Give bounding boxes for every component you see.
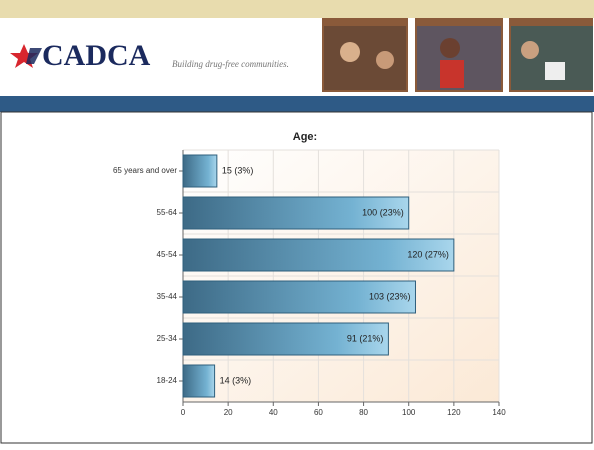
top-band xyxy=(0,0,594,18)
logo-text: CADCA xyxy=(42,39,151,72)
x-tick-label: 0 xyxy=(181,408,186,417)
value-label: 120 (27%) xyxy=(407,249,449,259)
value-label: 91 (21%) xyxy=(347,333,384,343)
slide: CADCA Building drug-free communities. Ag… xyxy=(0,0,594,445)
tagline: Building drug-free communities. xyxy=(172,59,289,69)
value-label: 14 (3%) xyxy=(220,375,252,385)
value-label: 15 (3%) xyxy=(222,165,254,175)
chart-title: Age: xyxy=(293,131,317,143)
y-tick-label: 18-24 xyxy=(157,376,178,385)
photos xyxy=(322,18,593,92)
x-tick-label: 120 xyxy=(447,408,461,417)
y-tick-label: 35-44 xyxy=(157,292,178,301)
x-tick-label: 80 xyxy=(359,408,368,417)
blue-band xyxy=(0,96,594,112)
x-tick-label: 40 xyxy=(269,408,278,417)
x-tick-label: 60 xyxy=(314,408,323,417)
value-label: 103 (23%) xyxy=(369,291,411,301)
y-tick-label: 55-64 xyxy=(157,208,178,217)
bar xyxy=(183,155,217,187)
bar xyxy=(183,365,215,397)
y-tick-label: 65 years and over xyxy=(113,166,177,175)
value-label: 100 (23%) xyxy=(362,207,404,217)
y-tick-label: 25-34 xyxy=(157,334,178,343)
x-tick-label: 100 xyxy=(402,408,416,417)
x-tick-label: 140 xyxy=(492,408,506,417)
page: CADCA Building drug-free communities. Ag… xyxy=(0,0,594,445)
logo-star xyxy=(10,44,42,68)
x-tick-label: 20 xyxy=(224,408,233,417)
y-tick-label: 45-54 xyxy=(157,250,178,259)
